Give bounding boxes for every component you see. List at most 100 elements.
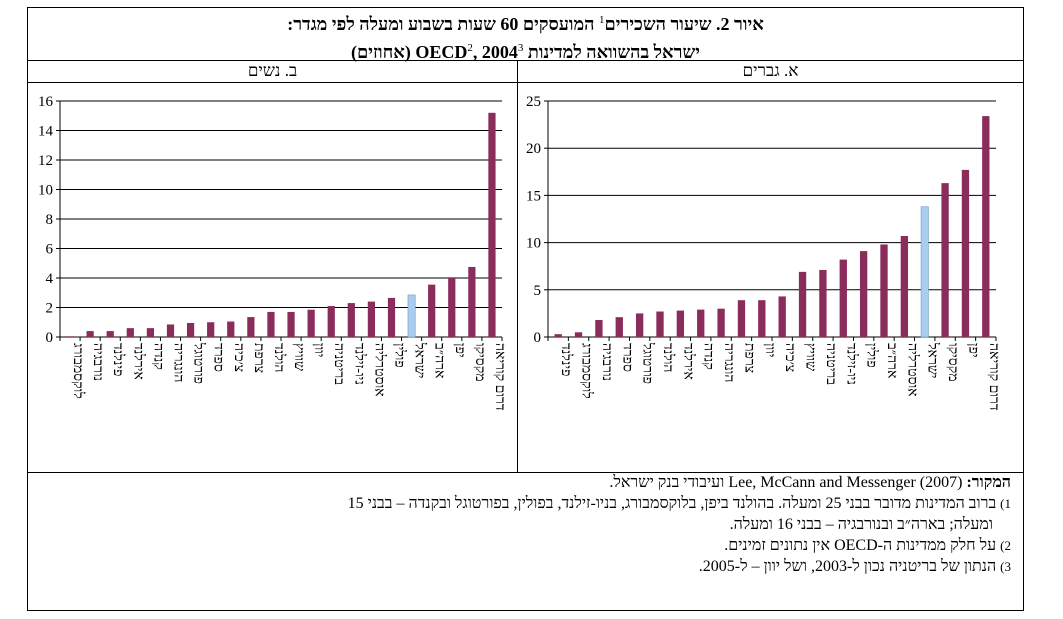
figure-frame: איור 2. שיעור השכירים1 המועסקים 60 שעות …	[27, 7, 1024, 611]
men-x-tick-label: נורבגיה	[599, 343, 614, 381]
men-x-tick-label: קנדה	[701, 343, 716, 370]
men-x-tick-label: שוויץ	[803, 343, 818, 371]
women-x-tick-label: ספרד	[211, 343, 226, 372]
men-bar-7	[697, 309, 705, 337]
women-x-tick-label: ניו-זילנד	[351, 343, 367, 385]
men-bar-6	[676, 310, 685, 337]
subtitle-footnote-ref-2: 2	[467, 42, 473, 54]
women-bar-3	[126, 328, 134, 337]
women-bar-16	[387, 297, 396, 337]
men-x-tick-label: דרום קוריאה	[986, 343, 1001, 411]
footnote-1-continued: ומעלה; בארה״ב ובנורבגיה – בבני 16 ומעלה.	[729, 516, 993, 533]
panel-divider	[517, 60, 518, 472]
men-bar-1	[574, 332, 583, 337]
women-y-tick-label: 10	[38, 183, 53, 199]
women-x-tick-label: הולנד	[271, 343, 287, 372]
women-bar-4	[146, 328, 155, 337]
footnote-1-text: ברוב המדינות מדובר בבני 25 ומעלה. בהולנד…	[347, 495, 1001, 512]
women-x-tick-label: יוון	[311, 343, 326, 357]
women-bar-13	[327, 306, 335, 337]
women-bar-7	[207, 322, 215, 337]
men-x-tick-label: יוון	[762, 343, 777, 357]
figure-notes: המקור: Lee, McCann and Messenger (2007) …	[28, 472, 1023, 610]
women-x-tick-label: הונגריה	[171, 343, 186, 382]
chart-panels: א. גברים ב. נשים 0 2 4 6 8 10 12 14 16 לוקסמבורג נ…	[28, 60, 1023, 473]
men-x-tick-label: אירלנד	[680, 343, 696, 380]
women-bar-18	[428, 284, 436, 337]
figure-title: איור 2. שיעור השכירים1 המועסקים 60 שעות …	[28, 8, 1023, 64]
men-bar-3	[615, 317, 623, 337]
men-bar-17	[900, 235, 909, 337]
women-bar-0	[66, 336, 74, 337]
men-y-tick-label: 5	[534, 283, 542, 299]
men-y-tick-label: 0	[534, 330, 542, 346]
men-bar-19	[941, 183, 949, 337]
title-footnote-ref: 1	[599, 14, 605, 26]
women-y-tick-label: 6	[46, 242, 54, 258]
source-text: Lee, McCann and Messenger (2007) ועיבודי…	[609, 474, 967, 491]
men-y-tick-label: 15	[526, 188, 541, 204]
men-x-tick-label: ספרד	[619, 343, 634, 372]
men-y-tick-label: 25	[526, 94, 541, 110]
women-x-tick-label: נורבגיה	[90, 343, 105, 381]
men-bar-10	[758, 300, 766, 337]
men-x-tick-label: ישראל	[925, 342, 941, 378]
women-x-tick-label: שוויץ	[291, 343, 306, 371]
footnote-3-text: הנתון של בריטניה נכון ל-2003, ושל יוון –…	[698, 558, 1001, 575]
footnote-2: 2) על חלק ממדינות ה-OECD אין נתונים זמינ…	[40, 535, 1011, 556]
women-bar-chart: 0 2 4 6 8 10 12 14 16 לוקסמבורג נורבגיה פינלנד אירלנ…	[38, 94, 507, 411]
footnote-3-number: 3)	[1000, 559, 1011, 574]
women-x-tick-label: צרפת	[251, 343, 266, 373]
women-y-tick-label: 2	[46, 301, 54, 317]
women-y-tick-label: 12	[38, 153, 53, 169]
women-bar-15	[367, 301, 376, 337]
men-bar-8	[717, 308, 725, 337]
women-x-tick-label: לוקסמבורג	[70, 343, 86, 399]
source-label: המקור:	[966, 474, 1011, 491]
women-y-tick-label: 4	[46, 271, 54, 287]
women-x-tick-label: ישראל	[412, 342, 428, 378]
men-x-tick-label: מקסיקו	[945, 343, 960, 382]
men-x-tick-label: פורטוגל	[640, 342, 656, 384]
women-x-tick-label: צ׳כיה	[231, 343, 246, 372]
source-note: המקור: Lee, McCann and Messenger (2007) …	[40, 472, 1011, 493]
footnote-2-number: 2)	[1000, 538, 1011, 553]
men-x-tick-label: צ׳כיה	[782, 343, 797, 372]
subtitle-unit: (אחוזים)	[351, 42, 416, 62]
women-y-tick-label: 16	[38, 94, 54, 110]
women-y-tick-label: 8	[46, 212, 54, 228]
women-x-tick-label: ארה״ב	[432, 343, 447, 378]
men-bar-16	[880, 244, 888, 337]
women-bar-2	[106, 331, 114, 337]
men-x-tick-label: הונגריה	[721, 343, 736, 382]
women-y-tick-label: 0	[46, 330, 54, 346]
men-bar-5	[656, 311, 664, 337]
women-bar-20	[468, 266, 476, 337]
women-bar-1	[86, 331, 94, 337]
women-x-tick-label: דרום קוריאה	[492, 343, 507, 411]
women-panel-header: ב. נשים	[28, 60, 517, 83]
women-bar-19	[448, 278, 456, 337]
men-bar-0	[554, 334, 562, 337]
footnote-1: 1) ברוב המדינות מדובר בבני 25 ומעלה. בהו…	[40, 493, 1011, 514]
footnote-2-text: על חלק ממדינות ה-OECD אין נתונים זמינים.	[724, 537, 1001, 554]
women-x-tick-label: מקסיקו	[472, 343, 487, 382]
men-bar-2	[595, 320, 603, 337]
men-x-tick-label: פולין	[864, 343, 880, 368]
men-bar-9	[737, 300, 746, 337]
women-bar-5	[166, 324, 175, 337]
women-bar-17	[407, 294, 416, 338]
men-x-tick-label: הולנד	[660, 343, 676, 372]
women-bar-21	[488, 112, 496, 337]
men-y-tick-label: 20	[526, 141, 541, 157]
men-bar-21	[982, 116, 990, 337]
women-x-tick-label: פולין	[392, 343, 408, 368]
title-main: איור 2. שיעור השכירים	[604, 14, 764, 34]
women-x-tick-label: פינלנד	[110, 343, 126, 376]
title-line-2: ישראל בהשוואה למדינות OECD2, 20043 (אחוז…	[28, 36, 1023, 64]
men-panel-header: א. גברים	[518, 60, 1023, 83]
men-bar-20	[961, 169, 970, 337]
women-x-tick-label: פורטוגל	[191, 342, 207, 384]
women-bar-10	[267, 311, 275, 337]
subtitle-footnote-ref-3: 3	[517, 42, 524, 54]
